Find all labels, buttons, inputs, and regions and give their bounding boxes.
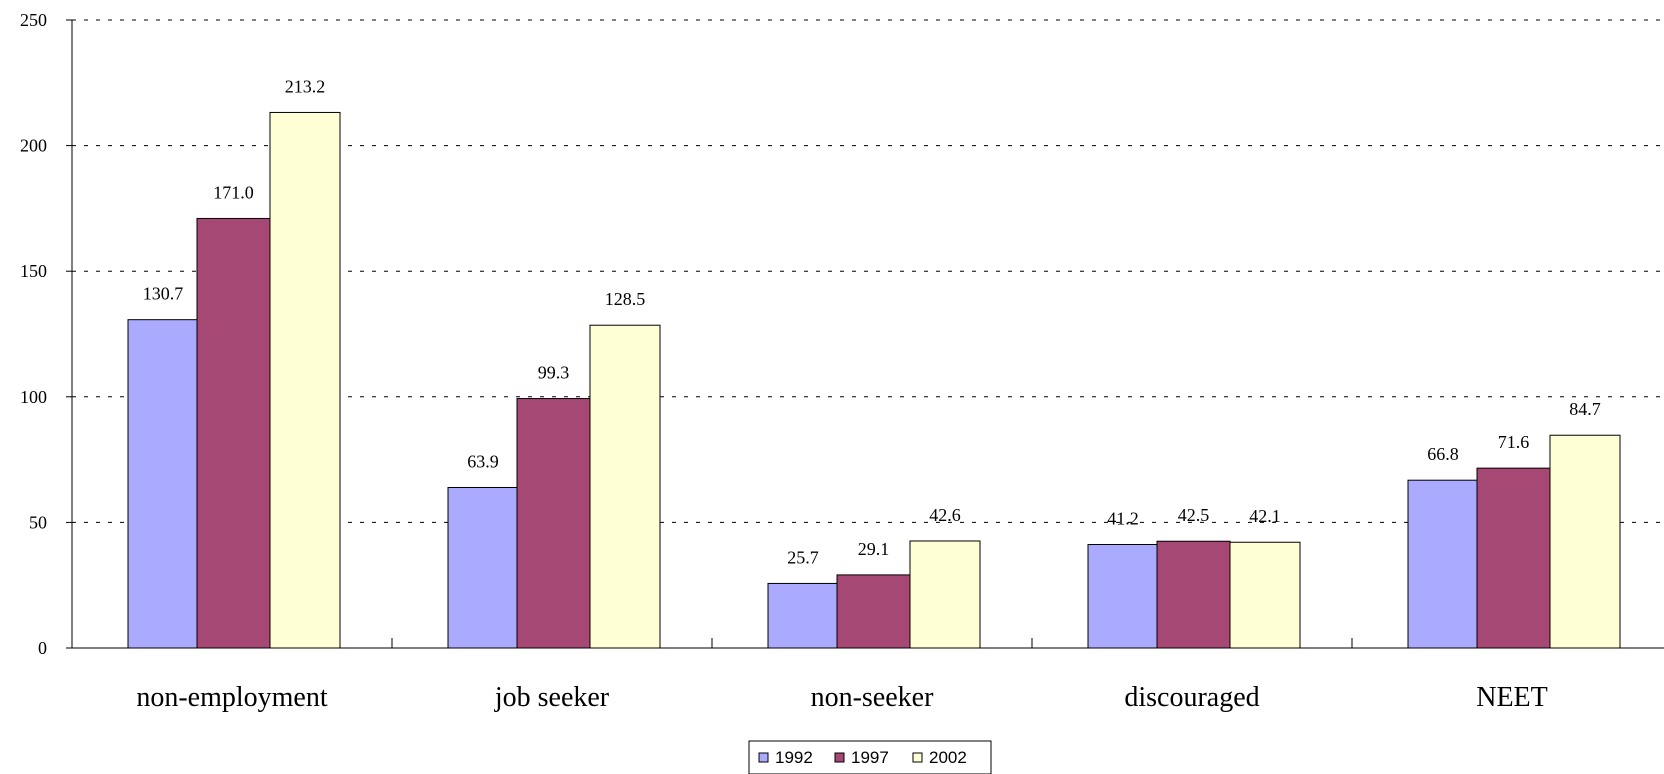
bar-non-employment-1992	[127, 319, 199, 649]
data-label: 42.1	[1249, 506, 1281, 526]
bar-discouraged-1997	[1156, 540, 1231, 649]
data-label: 128.5	[605, 289, 646, 309]
data-labels: 130.7 171.0 213.2 63.9 99.3 128.5 25.7 29.1 42.6…	[143, 76, 1601, 567]
bar-neet-1997	[1476, 467, 1551, 649]
y-tick-label: 50	[29, 512, 47, 532]
data-label: 25.7	[787, 547, 819, 567]
data-label: 41.2	[1107, 509, 1139, 529]
data-label: 84.7	[1569, 399, 1601, 419]
x-category-label: NEET	[1476, 682, 1548, 713]
bar-non-employment-2002	[269, 111, 341, 649]
data-label: 42.5	[1178, 505, 1210, 525]
data-label: 63.9	[467, 451, 499, 471]
data-label: 213.2	[285, 76, 326, 96]
legend-swatch-2002	[912, 752, 923, 763]
data-label: 29.1	[858, 539, 890, 559]
legend-box	[748, 740, 992, 774]
data-label: 66.8	[1427, 444, 1459, 464]
bar-non-seeker-2002	[909, 540, 981, 649]
data-label: 130.7	[143, 284, 184, 304]
y-axis-tick-labels: 0 50 100 150 200 250	[20, 10, 47, 658]
legend-label-1992: 1992	[775, 748, 813, 767]
x-axis-category-labels: non-employment job seeker non-seeker discou…	[136, 682, 1547, 713]
y-tick-label: 100	[20, 387, 47, 407]
legend-swatch-1997	[834, 752, 845, 763]
x-category-label: job seeker	[494, 682, 610, 713]
bar-non-employment-1997	[196, 217, 271, 649]
bars	[127, 111, 1621, 649]
y-tick-label: 150	[20, 261, 47, 281]
bar-non-seeker-1992	[767, 582, 839, 649]
data-label: 71.6	[1498, 432, 1530, 452]
x-category-label: discouraged	[1124, 682, 1259, 713]
y-tick-label: 250	[20, 10, 47, 30]
y-tick-label: 0	[38, 638, 47, 658]
x-category-label: non-employment	[136, 682, 328, 713]
bar-discouraged-2002	[1229, 541, 1301, 649]
bar-non-seeker-1997	[836, 574, 911, 649]
x-category-label: non-seeker	[811, 682, 935, 713]
bar-job-seeker-2002	[589, 324, 661, 649]
legend-swatch-1992	[758, 752, 769, 763]
legend-label-1997: 1997	[851, 748, 889, 767]
data-label: 99.3	[538, 363, 570, 383]
bar-job-seeker-1997	[516, 398, 591, 649]
bar-job-seeker-1992	[447, 486, 519, 649]
bar-neet-1992	[1407, 479, 1479, 649]
bar-neet-2002	[1549, 434, 1621, 649]
legend: 1992 1997 2002	[748, 740, 992, 774]
bar-discouraged-1992	[1087, 544, 1159, 649]
data-label: 171.0	[213, 182, 254, 202]
data-label: 42.6	[929, 505, 961, 525]
y-tick-label: 200	[20, 136, 47, 156]
legend-label-2002: 2002	[929, 748, 967, 767]
